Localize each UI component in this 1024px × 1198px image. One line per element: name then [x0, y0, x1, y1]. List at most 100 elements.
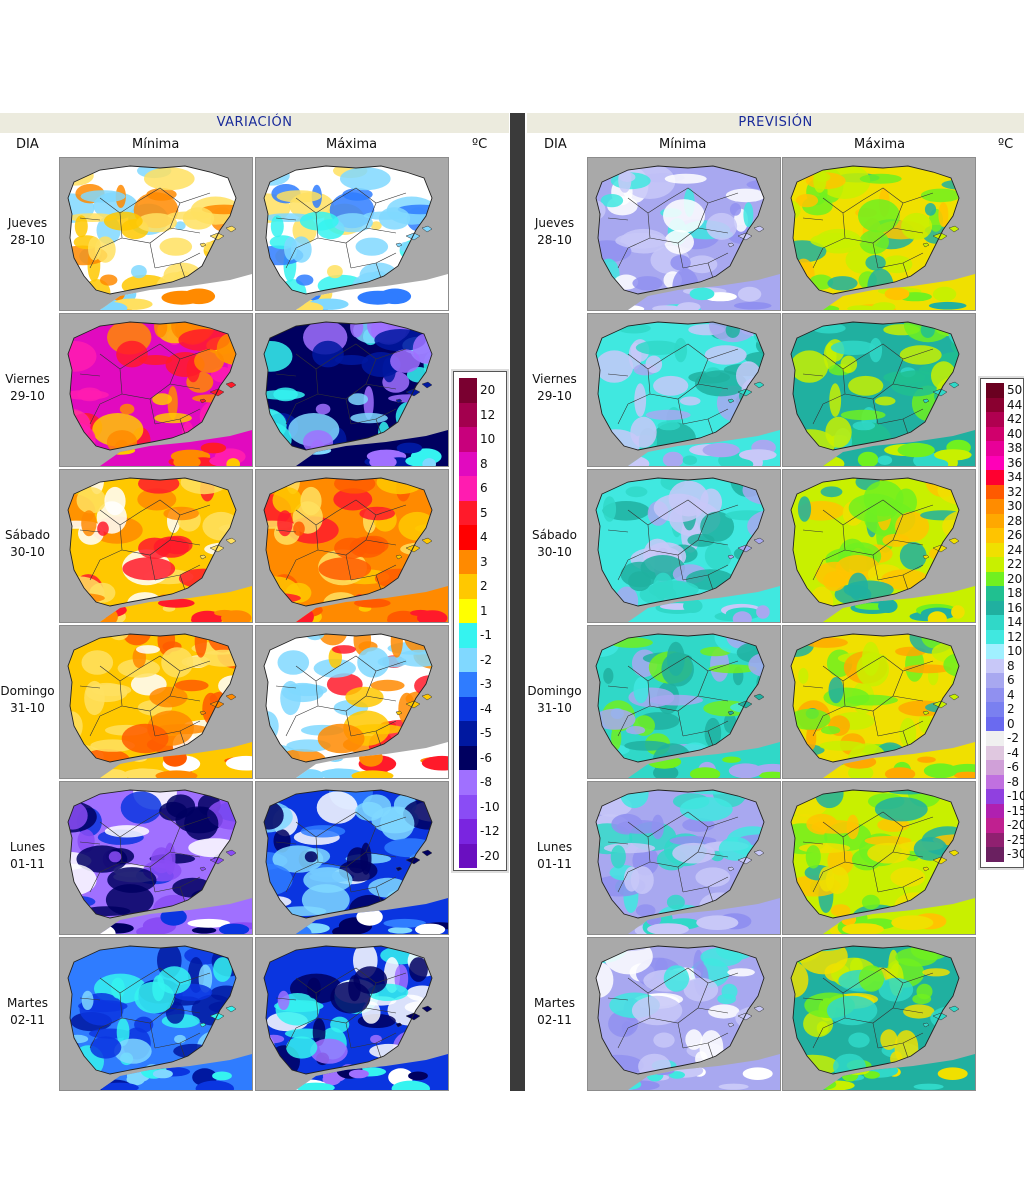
- legend-label: -25: [1007, 832, 1024, 847]
- day-date: 29-10: [10, 389, 45, 403]
- value-patch: [408, 1071, 428, 1081]
- legend-swatch: [986, 745, 1004, 760]
- value-patch: [187, 918, 231, 928]
- value-patch: [700, 947, 743, 967]
- iberia-map-svg: [263, 945, 448, 1090]
- province-borders: [802, 967, 934, 1059]
- value-patch: [791, 322, 820, 330]
- value-patch: [122, 557, 176, 581]
- balearic-island: [225, 1005, 237, 1013]
- value-patch: [663, 965, 690, 992]
- value-patch: [163, 749, 187, 767]
- balearic-island: [199, 710, 207, 716]
- legend-swatch: [986, 702, 1004, 717]
- iberia-map-svg: [263, 789, 448, 934]
- value-patch: [121, 723, 169, 754]
- value-patch: [596, 350, 634, 383]
- province-borders: [275, 655, 407, 747]
- value-patch: [350, 412, 388, 424]
- value-patch: [174, 679, 209, 692]
- value-patch: [164, 842, 176, 875]
- iberia-map-svg: [790, 945, 975, 1090]
- legend-swatch: [986, 673, 1004, 688]
- value-patch: [956, 867, 959, 896]
- value-patch: [791, 272, 808, 287]
- province-borders: [802, 499, 934, 591]
- value-patch: [804, 637, 848, 648]
- value-patch: [816, 1021, 829, 1035]
- value-patch: [396, 649, 432, 667]
- value-patch: [363, 386, 374, 420]
- value-patch: [264, 390, 305, 400]
- value-patch: [354, 598, 391, 608]
- iberia-map-svg: [67, 789, 252, 934]
- value-patch: [619, 172, 636, 182]
- balearic-island: [922, 1022, 930, 1028]
- value-patch: [184, 807, 219, 841]
- value-patch: [116, 1018, 130, 1046]
- value-patch: [340, 167, 391, 191]
- value-patch: [828, 677, 844, 704]
- value-patch: [405, 561, 432, 587]
- value-patch: [791, 1054, 839, 1074]
- legend-swatch: [459, 672, 477, 697]
- value-patch: [197, 1031, 232, 1064]
- value-patch: [653, 764, 679, 778]
- balearic-island: [225, 537, 237, 545]
- legend-swatch: [986, 586, 1004, 601]
- value-patch: [219, 923, 250, 934]
- var-max-map: [255, 313, 449, 467]
- value-patch: [80, 190, 126, 203]
- var-max-map: [255, 781, 449, 935]
- day-label-left: Viernes 29-10: [0, 371, 55, 405]
- value-patch: [683, 599, 703, 613]
- value-patch: [799, 946, 848, 975]
- value-patch: [920, 322, 935, 338]
- value-patch: [864, 836, 912, 846]
- value-patch: [858, 199, 900, 233]
- value-patch: [604, 946, 653, 975]
- value-patch: [927, 611, 947, 622]
- value-patch: [937, 1067, 968, 1080]
- value-patch: [152, 1069, 173, 1079]
- legend-label: -8: [1007, 774, 1019, 789]
- value-patch: [663, 199, 705, 233]
- prev-max-map: [782, 625, 976, 779]
- value-patch: [820, 486, 843, 498]
- day-date: 31-10: [10, 701, 45, 715]
- value-patch: [947, 564, 959, 589]
- value-patch: [859, 173, 902, 184]
- value-patch: [330, 1016, 350, 1033]
- value-patch: [718, 1083, 749, 1090]
- value-patch: [722, 756, 741, 763]
- value-patch: [848, 1032, 870, 1048]
- right-dia-header: DIA: [544, 137, 567, 152]
- legend-swatch: [986, 542, 1004, 557]
- legend-label: -2: [1007, 731, 1019, 746]
- day-label-left: Jueves 28-10: [0, 215, 55, 249]
- value-patch: [299, 211, 339, 231]
- value-patch: [616, 820, 664, 834]
- value-patch: [264, 322, 278, 332]
- value-patch: [409, 957, 428, 982]
- value-patch: [293, 521, 305, 536]
- legend-swatch: [459, 427, 477, 452]
- value-patch: [144, 167, 195, 191]
- value-patch: [699, 1030, 724, 1066]
- value-patch: [872, 302, 896, 310]
- value-patch: [739, 871, 756, 884]
- iberia-map-svg: [263, 477, 448, 622]
- legend-label: 28: [1007, 513, 1023, 528]
- value-patch: [136, 645, 160, 654]
- legend-label: -20: [1007, 818, 1024, 833]
- var-min-map: [59, 313, 253, 467]
- value-patch: [814, 172, 831, 182]
- value-patch: [742, 1067, 773, 1080]
- value-patch: [791, 350, 829, 383]
- iberia-map-svg: [790, 789, 975, 934]
- value-patch: [264, 1034, 285, 1044]
- value-patch: [277, 990, 290, 1010]
- value-patch: [596, 1054, 644, 1074]
- province-borders: [79, 187, 211, 279]
- value-patch: [356, 908, 383, 926]
